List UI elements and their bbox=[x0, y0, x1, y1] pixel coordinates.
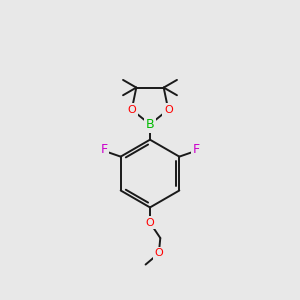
Text: F: F bbox=[100, 143, 107, 156]
Text: F: F bbox=[193, 143, 200, 156]
Text: B: B bbox=[146, 118, 154, 131]
Text: O: O bbox=[128, 105, 136, 115]
Text: O: O bbox=[164, 105, 172, 115]
Text: O: O bbox=[154, 248, 163, 258]
Text: O: O bbox=[146, 218, 154, 228]
